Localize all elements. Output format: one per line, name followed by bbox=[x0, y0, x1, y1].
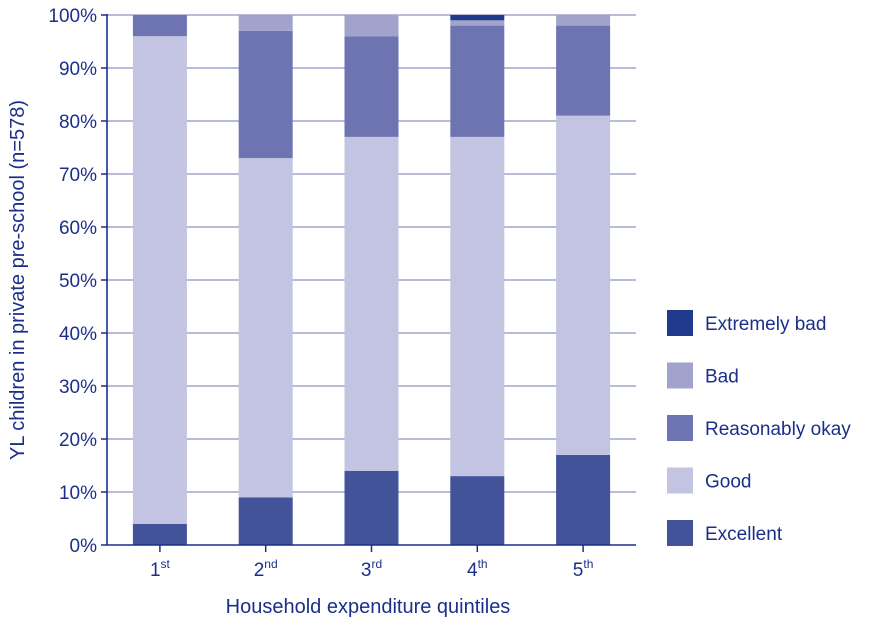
legend-swatch bbox=[667, 362, 693, 389]
legend-swatch bbox=[667, 520, 693, 546]
y-tick-label: 80% bbox=[59, 112, 97, 133]
legend-label: Excellent bbox=[705, 524, 783, 545]
legend-swatch bbox=[667, 310, 693, 336]
legend: Extremely bad Bad Reasonably okay Good Excel… bbox=[667, 310, 851, 546]
y-tick-label: 20% bbox=[59, 430, 97, 451]
bar-segment-excellent bbox=[344, 470, 399, 545]
legend-item: Extremely bad bbox=[667, 310, 826, 336]
bar-segment-reasonably-okay bbox=[344, 36, 399, 137]
y-tick-label: 90% bbox=[59, 59, 97, 80]
y-tick-label: 60% bbox=[59, 218, 97, 239]
axes bbox=[101, 14, 636, 552]
bar-segment-reasonably-okay bbox=[238, 30, 293, 159]
legend-label: Good bbox=[705, 472, 751, 493]
y-axis-title: YL children in private pre-school (n=578… bbox=[7, 100, 29, 460]
bar-segment-good bbox=[238, 158, 293, 498]
y-tick-labels: 0% 10% 20% 30% 40% 50% 60% 70% 80% 90% 100% bbox=[48, 6, 97, 557]
y-tick-label: 10% bbox=[59, 483, 97, 504]
bar-segment-excellent bbox=[238, 497, 293, 545]
bar-segment-reasonably-okay bbox=[556, 25, 611, 116]
bar-segment-bad bbox=[344, 15, 399, 37]
y-tick-label: 100% bbox=[48, 6, 97, 27]
bar-segment-extremely-bad bbox=[450, 15, 505, 21]
y-tick-label: 70% bbox=[59, 165, 97, 186]
legend-label: Extremely bad bbox=[705, 314, 826, 335]
x-tick-label: 1st bbox=[150, 557, 171, 581]
bar-segment-excellent bbox=[450, 476, 505, 545]
bar-segment-bad bbox=[238, 15, 293, 31]
y-tick-label: 40% bbox=[59, 324, 97, 345]
bar-segment-bad bbox=[450, 20, 505, 26]
bar-segment-reasonably-okay bbox=[132, 15, 187, 37]
bar-segment-good bbox=[132, 36, 187, 524]
bar-segment-bad bbox=[556, 15, 611, 26]
y-tick-label: 50% bbox=[59, 271, 97, 292]
legend-swatch bbox=[667, 415, 693, 441]
x-tick-label: 4th bbox=[467, 557, 488, 581]
legend-swatch bbox=[667, 467, 693, 494]
legend-label: Bad bbox=[705, 367, 739, 388]
legend-label: Reasonably okay bbox=[705, 419, 851, 440]
x-tick-label: 5th bbox=[573, 557, 594, 581]
legend-item: Bad bbox=[667, 362, 739, 389]
bar-segment-excellent bbox=[132, 523, 187, 545]
y-tick-label: 0% bbox=[70, 536, 98, 557]
y-tick-label: 30% bbox=[59, 377, 97, 398]
legend-item: Excellent bbox=[667, 520, 783, 546]
bar-segment-reasonably-okay bbox=[450, 25, 505, 137]
x-tick-labels: 1st 2nd 3rd 4th 5th bbox=[150, 557, 593, 581]
bar-segment-good bbox=[450, 136, 505, 477]
bar-segment-excellent bbox=[556, 454, 611, 545]
x-tick-label: 2nd bbox=[254, 557, 278, 581]
x-tick-label: 3rd bbox=[361, 557, 382, 581]
bar-segment-good bbox=[556, 115, 611, 455]
legend-item: Reasonably okay bbox=[667, 415, 851, 441]
bars bbox=[132, 15, 611, 545]
bar-segment-good bbox=[344, 136, 399, 471]
x-axis-title: Household expenditure quintiles bbox=[226, 596, 511, 618]
legend-item: Good bbox=[667, 467, 751, 494]
